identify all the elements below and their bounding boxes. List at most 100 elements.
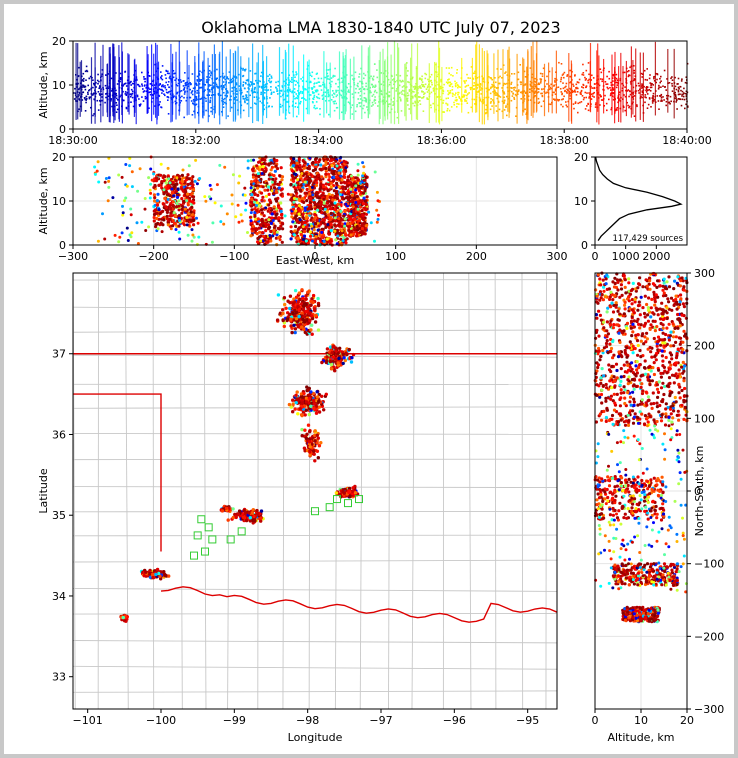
time-altitude-point [574, 74, 576, 76]
ew-point [313, 222, 318, 226]
time-altitude-point [281, 85, 284, 87]
time-altitude-point [503, 82, 506, 85]
time-altitude-point [406, 98, 408, 100]
time-altitude-point [489, 108, 492, 111]
ew-point [314, 183, 319, 187]
time-altitude-point [414, 94, 417, 96]
ew-point [207, 195, 211, 199]
time-altitude-point [455, 96, 457, 99]
time-altitude-point [255, 103, 257, 105]
ew-point [356, 228, 360, 232]
time-altitude-point [239, 89, 241, 92]
time-altitude-point [485, 104, 488, 106]
time-altitude-point [601, 80, 603, 83]
plan-point [300, 288, 304, 292]
time-altitude-point [465, 79, 467, 82]
time-altitude-point [395, 90, 397, 92]
ew-point [164, 181, 168, 185]
ew-point [249, 204, 254, 208]
time-altitude-point [498, 108, 501, 111]
ew-point [140, 220, 144, 224]
time-altitude-point [495, 92, 497, 94]
time-altitude-point [389, 103, 391, 105]
time-altitude-point [88, 77, 90, 80]
time-altitude-point [674, 85, 677, 88]
time-altitude-point [277, 93, 279, 95]
time-altitude-point [645, 89, 647, 92]
ew-point [261, 224, 265, 228]
ew-point [254, 203, 259, 207]
ew-point [269, 161, 273, 165]
ew-point [305, 175, 309, 179]
time-altitude-point [665, 89, 667, 91]
time-altitude-point [489, 77, 492, 79]
time-altitude-point [677, 90, 680, 93]
time-altitude-point [359, 87, 362, 90]
time-altitude-point [98, 87, 100, 90]
time-altitude-point [337, 78, 339, 81]
time-altitude-point [548, 85, 551, 87]
time-altitude-point [470, 106, 473, 109]
time-altitude-point [566, 88, 568, 91]
time-altitude-point [328, 99, 330, 102]
time-altitude-point [562, 82, 564, 84]
time-altitude-point [389, 81, 392, 84]
time-altitude-point [281, 86, 284, 88]
time-altitude-point [610, 89, 612, 91]
ew-point [93, 165, 97, 169]
time-altitude-point [331, 80, 333, 83]
time-altitude-point [657, 100, 660, 102]
time-altitude-point [425, 88, 428, 90]
ew-point [111, 196, 115, 200]
time-altitude-point [77, 75, 80, 77]
time-altitude-point [99, 85, 101, 87]
time-altitude-point [81, 79, 84, 81]
time-altitude-point [125, 93, 128, 96]
ew-point [276, 226, 280, 230]
time-altitude-point [663, 69, 666, 72]
time-altitude-point [679, 85, 681, 88]
ew-point [130, 185, 134, 189]
time-altitude-point [294, 106, 297, 108]
time-altitude-point [115, 94, 118, 97]
time-altitude-point [115, 72, 117, 74]
time-altitude-point [160, 76, 162, 79]
time-altitude-point [85, 95, 88, 98]
ew-point [143, 197, 147, 200]
ew-point [101, 212, 104, 216]
ew-point [298, 168, 303, 172]
ew-point [260, 211, 264, 215]
time-altitude-point [529, 91, 531, 93]
time-altitude-point [686, 62, 689, 65]
ew-point [361, 191, 365, 195]
ew-point [169, 207, 173, 211]
ew-point [279, 213, 284, 217]
ew-point [327, 178, 331, 182]
time-altitude-point [230, 95, 232, 98]
time-altitude-point [231, 80, 234, 83]
ew-point [174, 214, 178, 218]
ew-point [177, 199, 181, 203]
time-altitude-point [674, 76, 676, 79]
time-altitude-point [458, 96, 461, 98]
ew-point [279, 224, 283, 228]
ew-point [329, 211, 333, 215]
ew-point [174, 205, 179, 209]
ew-x-tick-label: −300 [58, 250, 88, 263]
ew-point [193, 179, 197, 183]
time-altitude-point [456, 103, 458, 105]
time-altitude-point [212, 82, 215, 84]
time-altitude-point [85, 69, 88, 72]
time-altitude-point [320, 89, 323, 91]
time-altitude-point [363, 97, 366, 99]
ew-point [328, 175, 332, 179]
time-altitude-point [582, 63, 584, 66]
time-altitude-point [587, 81, 590, 84]
ew-point [307, 181, 311, 185]
time-altitude-point [354, 91, 357, 94]
time-altitude-point [566, 74, 569, 76]
county-line [152, 273, 155, 709]
time-altitude-point [209, 97, 212, 99]
time-altitude-point [92, 79, 94, 81]
ew-point [270, 180, 274, 184]
